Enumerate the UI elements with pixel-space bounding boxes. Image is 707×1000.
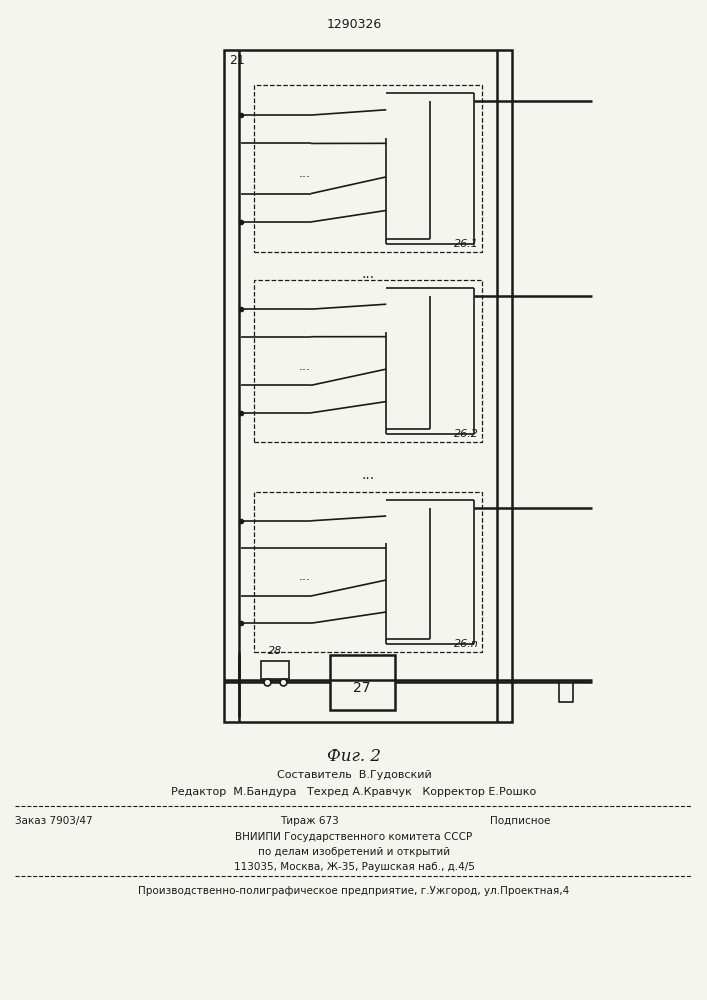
Text: 1290326: 1290326	[327, 18, 382, 31]
Text: Фиг. 2: Фиг. 2	[327, 748, 381, 765]
Text: 28: 28	[268, 646, 282, 656]
Text: 26.1: 26.1	[454, 239, 479, 249]
Text: ...: ...	[361, 267, 375, 281]
Text: 21: 21	[229, 54, 245, 67]
Text: ...: ...	[298, 570, 310, 584]
Text: 113035, Москва, Ж-35, Раушская наб., д.4/5: 113035, Москва, Ж-35, Раушская наб., д.4…	[233, 862, 474, 872]
Text: Тираж 673: Тираж 673	[280, 816, 339, 826]
Text: 27: 27	[354, 681, 370, 695]
Text: ВНИИПИ Государственного комитета СССР: ВНИИПИ Государственного комитета СССР	[235, 832, 472, 842]
Text: Составитель  В.Гудовский: Составитель В.Гудовский	[276, 770, 431, 780]
Bar	[224, 50, 512, 722]
Text: ...: ...	[298, 167, 310, 180]
Bar	[254, 492, 482, 652]
Text: ...: ...	[361, 468, 375, 482]
Text: Редактор  М.Бандура   Техред А.Кравчук   Корректор Е.Рошко: Редактор М.Бандура Техред А.Кравчук Корр…	[171, 787, 537, 797]
Bar	[254, 85, 482, 252]
Text: 26.2: 26.2	[454, 429, 479, 439]
Bar	[330, 655, 395, 710]
Text: Заказ 7903/47: Заказ 7903/47	[15, 816, 93, 826]
Text: Производственно-полиграфическое предприятие, г.Ужгород, ул.Проектная,4: Производственно-полиграфическое предприя…	[139, 886, 570, 896]
Bar	[254, 280, 482, 442]
Text: Подписное: Подписное	[490, 816, 550, 826]
Text: ...: ...	[298, 360, 310, 372]
Text: 26.n: 26.n	[455, 639, 479, 649]
Text: по делам изобретений и открытий: по делам изобретений и открытий	[258, 847, 450, 857]
Bar	[261, 661, 289, 679]
